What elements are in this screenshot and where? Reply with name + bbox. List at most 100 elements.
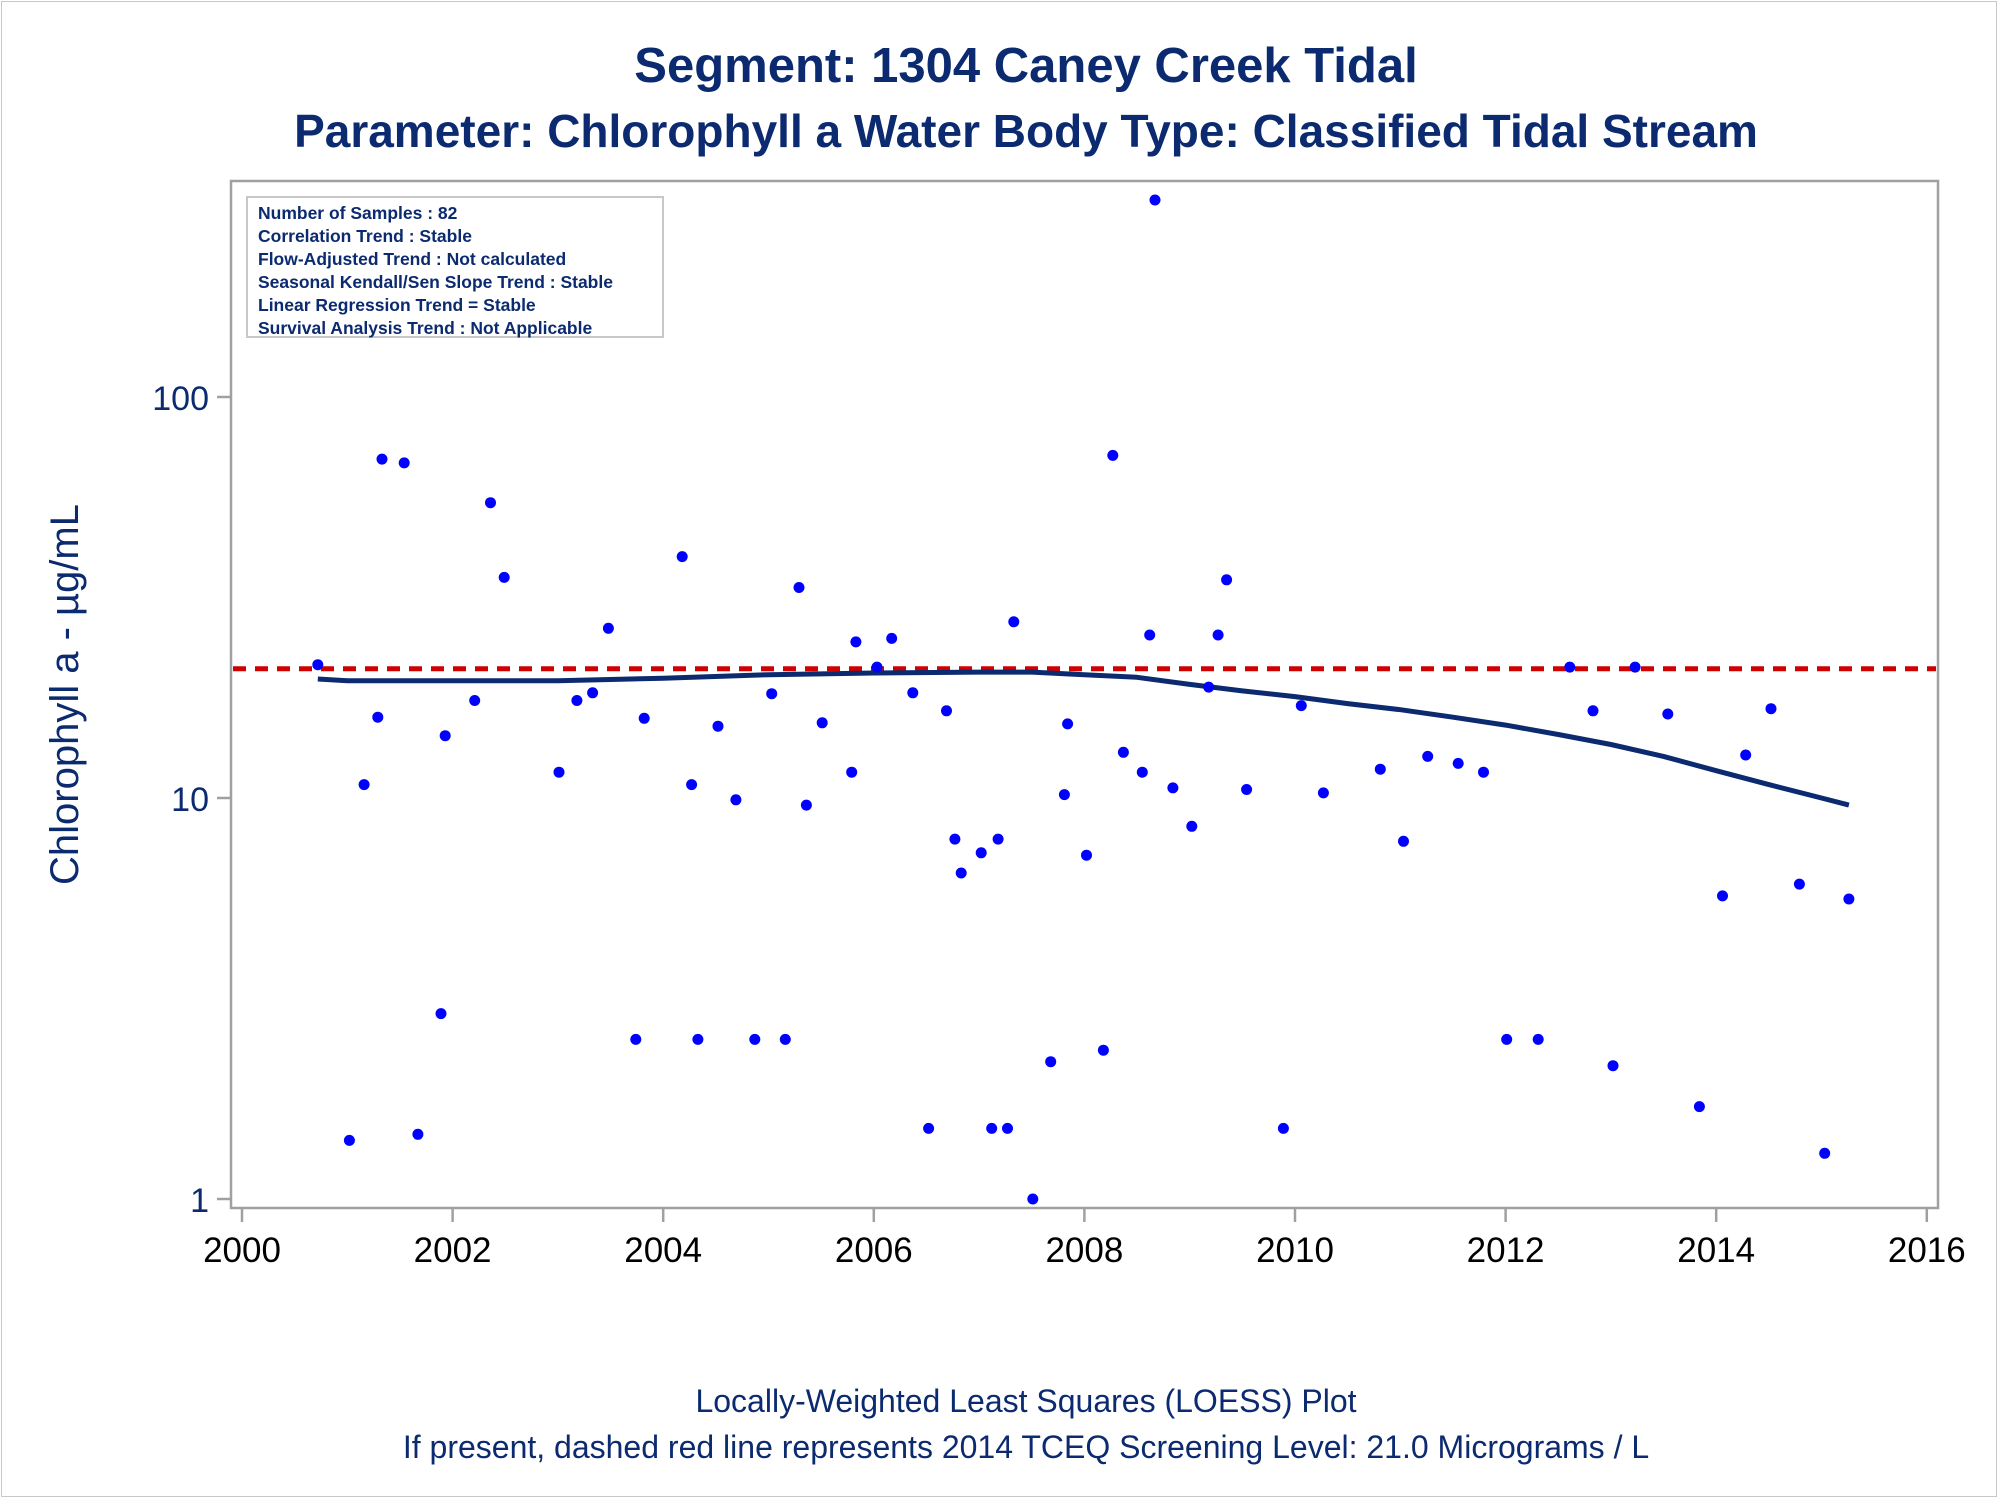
- data-point: [749, 1033, 761, 1045]
- data-point: [1027, 1193, 1039, 1205]
- data-point: [1136, 766, 1148, 778]
- data-point: [1452, 757, 1464, 769]
- data-point: [358, 779, 370, 791]
- stat-survival-analysis-trend: Survival Analysis Trend : Not Applicable: [258, 318, 593, 338]
- data-point: [793, 582, 805, 593]
- data-point: [1564, 661, 1576, 673]
- data-point: [992, 833, 1004, 845]
- stat-sample-count: Number of Samples : 82: [258, 203, 458, 223]
- data-point: [712, 720, 724, 732]
- data-point: [949, 833, 961, 845]
- x-tick-label: 2000: [203, 1231, 281, 1270]
- data-point: [907, 687, 919, 699]
- data-point: [1221, 574, 1233, 586]
- data-point: [1081, 849, 1092, 861]
- data-point: [312, 659, 324, 671]
- data-point: [1843, 893, 1855, 905]
- y-tick-label: 10: [171, 781, 209, 819]
- data-point: [800, 799, 812, 811]
- y-tick-label: 100: [152, 380, 209, 418]
- data-point: [1144, 629, 1156, 641]
- x-tick-label: 2014: [1677, 1231, 1755, 1270]
- stat-linear-regression-trend: Linear Regression Trend = Stable: [258, 295, 536, 315]
- data-point: [435, 1008, 447, 1020]
- data-point: [376, 453, 388, 465]
- data-point: [553, 766, 565, 778]
- data-point: [1277, 1122, 1289, 1134]
- trend-stats-box: Number of Samples : 82 Correlation Trend…: [246, 196, 664, 338]
- chart-title: Segment: 1304 Caney Creek Tidal: [634, 39, 1418, 93]
- data-point: [850, 636, 862, 648]
- data-point: [1186, 820, 1198, 832]
- data-point: [975, 847, 987, 859]
- data-point: [1717, 890, 1728, 902]
- data-point: [986, 1122, 998, 1134]
- data-point: [1662, 708, 1674, 720]
- data-point: [1045, 1056, 1057, 1068]
- data-point: [955, 867, 967, 879]
- data-point: [923, 1122, 935, 1134]
- data-point: [398, 457, 410, 469]
- data-point: [469, 695, 481, 706]
- data-point: [602, 622, 614, 634]
- stat-seasonal-kendall-trend: Seasonal Kendall/Sen Slope Trend : Stabl…: [258, 272, 613, 292]
- data-point: [816, 717, 828, 729]
- data-point: [1062, 718, 1074, 730]
- stat-correlation-trend: Correlation Trend : Stable: [258, 226, 472, 246]
- data-point: [1203, 681, 1215, 693]
- data-point: [485, 497, 496, 509]
- data-point: [1693, 1101, 1705, 1113]
- chart-subtitle: Parameter: Chlorophyll a Water Body Type…: [294, 105, 1758, 157]
- data-point: [439, 730, 451, 742]
- x-tick-label: 2006: [835, 1231, 913, 1270]
- data-point: [1532, 1033, 1544, 1045]
- data-point: [1149, 194, 1161, 206]
- data-point: [766, 688, 778, 700]
- data-point: [1002, 1122, 1013, 1134]
- data-point: [1793, 878, 1805, 890]
- data-point: [587, 687, 599, 699]
- data-point: [412, 1128, 424, 1140]
- data-point: [676, 551, 688, 563]
- x-tick-label: 2004: [624, 1231, 702, 1270]
- y-axis-label: Chlorophyll a - µg/mL: [43, 504, 87, 885]
- data-point: [1819, 1147, 1831, 1159]
- x-tick-label: 2010: [1256, 1231, 1334, 1270]
- data-point: [1167, 782, 1179, 794]
- data-point: [1058, 789, 1070, 801]
- data-point: [1241, 784, 1253, 795]
- y-tick-label: 1: [190, 1182, 209, 1220]
- data-point: [1107, 449, 1119, 461]
- data-point: [871, 661, 883, 673]
- data-point: [1587, 705, 1599, 717]
- x-tick-label: 2002: [414, 1231, 492, 1270]
- data-point: [1097, 1044, 1109, 1056]
- data-point: [1295, 700, 1307, 712]
- data-point: [1765, 703, 1777, 715]
- footnote-screening-level: If present, dashed red line represents 2…: [402, 1429, 1650, 1465]
- data-point: [1212, 629, 1224, 641]
- data-point: [1607, 1060, 1619, 1072]
- data-point: [886, 632, 898, 644]
- data-point: [730, 794, 742, 806]
- data-point: [1008, 616, 1020, 628]
- x-tick-label: 2016: [1888, 1231, 1966, 1270]
- stat-flow-adjusted-trend: Flow-Adjusted Trend : Not calculated: [258, 249, 567, 269]
- data-point: [498, 571, 510, 583]
- data-point: [692, 1033, 704, 1045]
- data-point: [343, 1134, 355, 1146]
- data-point: [1117, 746, 1129, 758]
- loess-curve: [317, 669, 1850, 808]
- data-point: [1317, 787, 1329, 799]
- data-point: [779, 1033, 791, 1045]
- data-point: [372, 711, 384, 723]
- x-tick-label: 2012: [1467, 1231, 1545, 1270]
- data-point: [1374, 763, 1386, 775]
- x-tick-label: 2008: [1045, 1231, 1123, 1270]
- data-point: [630, 1033, 642, 1045]
- data-point: [1740, 749, 1752, 761]
- data-point: [1398, 835, 1409, 847]
- data-point: [1629, 661, 1641, 673]
